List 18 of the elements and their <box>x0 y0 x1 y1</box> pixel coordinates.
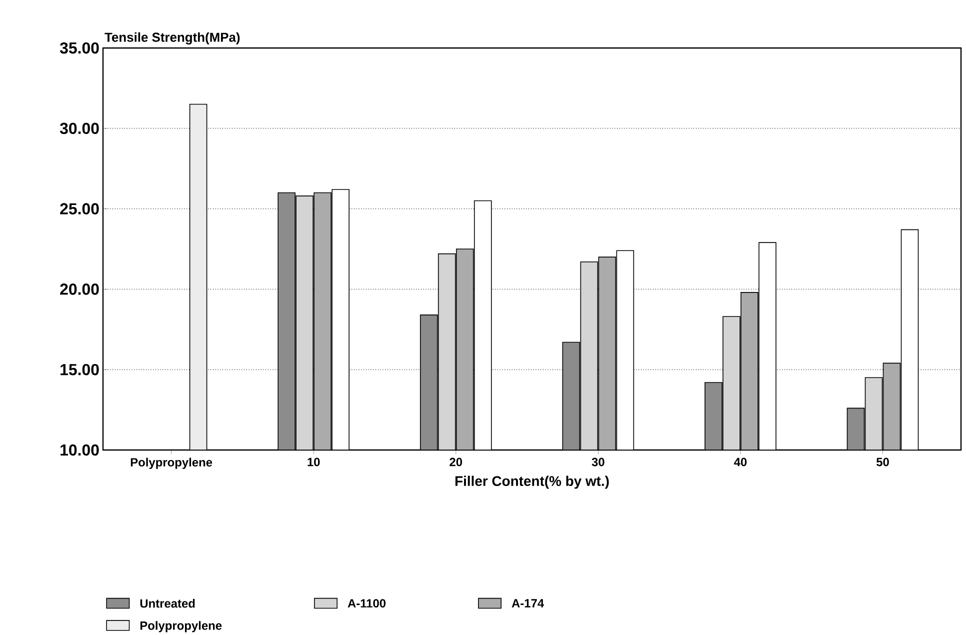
x-tick-label: Polypropylene <box>130 458 212 469</box>
x-tick-label: 50 <box>876 458 889 466</box>
x-tick-label: 10 <box>308 458 320 466</box>
y-axis-title: Tensile Strength(MPa) <box>104 32 240 44</box>
x-tick-label: 20 <box>450 458 462 466</box>
y-tick-label: 20.00 <box>60 284 99 295</box>
legend-label: Polypropylene <box>140 621 222 632</box>
y-tick-label: 10.00 <box>60 444 99 456</box>
y-tick-label: 25.00 <box>60 203 99 214</box>
legend-label: A-174 <box>512 599 544 608</box>
y-tick-label: 15.00 <box>60 364 99 376</box>
y-tick-label: 30.00 <box>60 122 99 134</box>
x-axis-title: Filler Content(% by wt.) <box>455 476 609 489</box>
x-tick-label: 30 <box>592 458 604 466</box>
legend-label: Untreated <box>140 598 195 608</box>
y-tick-label: 35.00 <box>60 42 99 54</box>
legend-label: A-1100 <box>348 599 386 608</box>
x-tick-label: 40 <box>734 458 747 466</box>
